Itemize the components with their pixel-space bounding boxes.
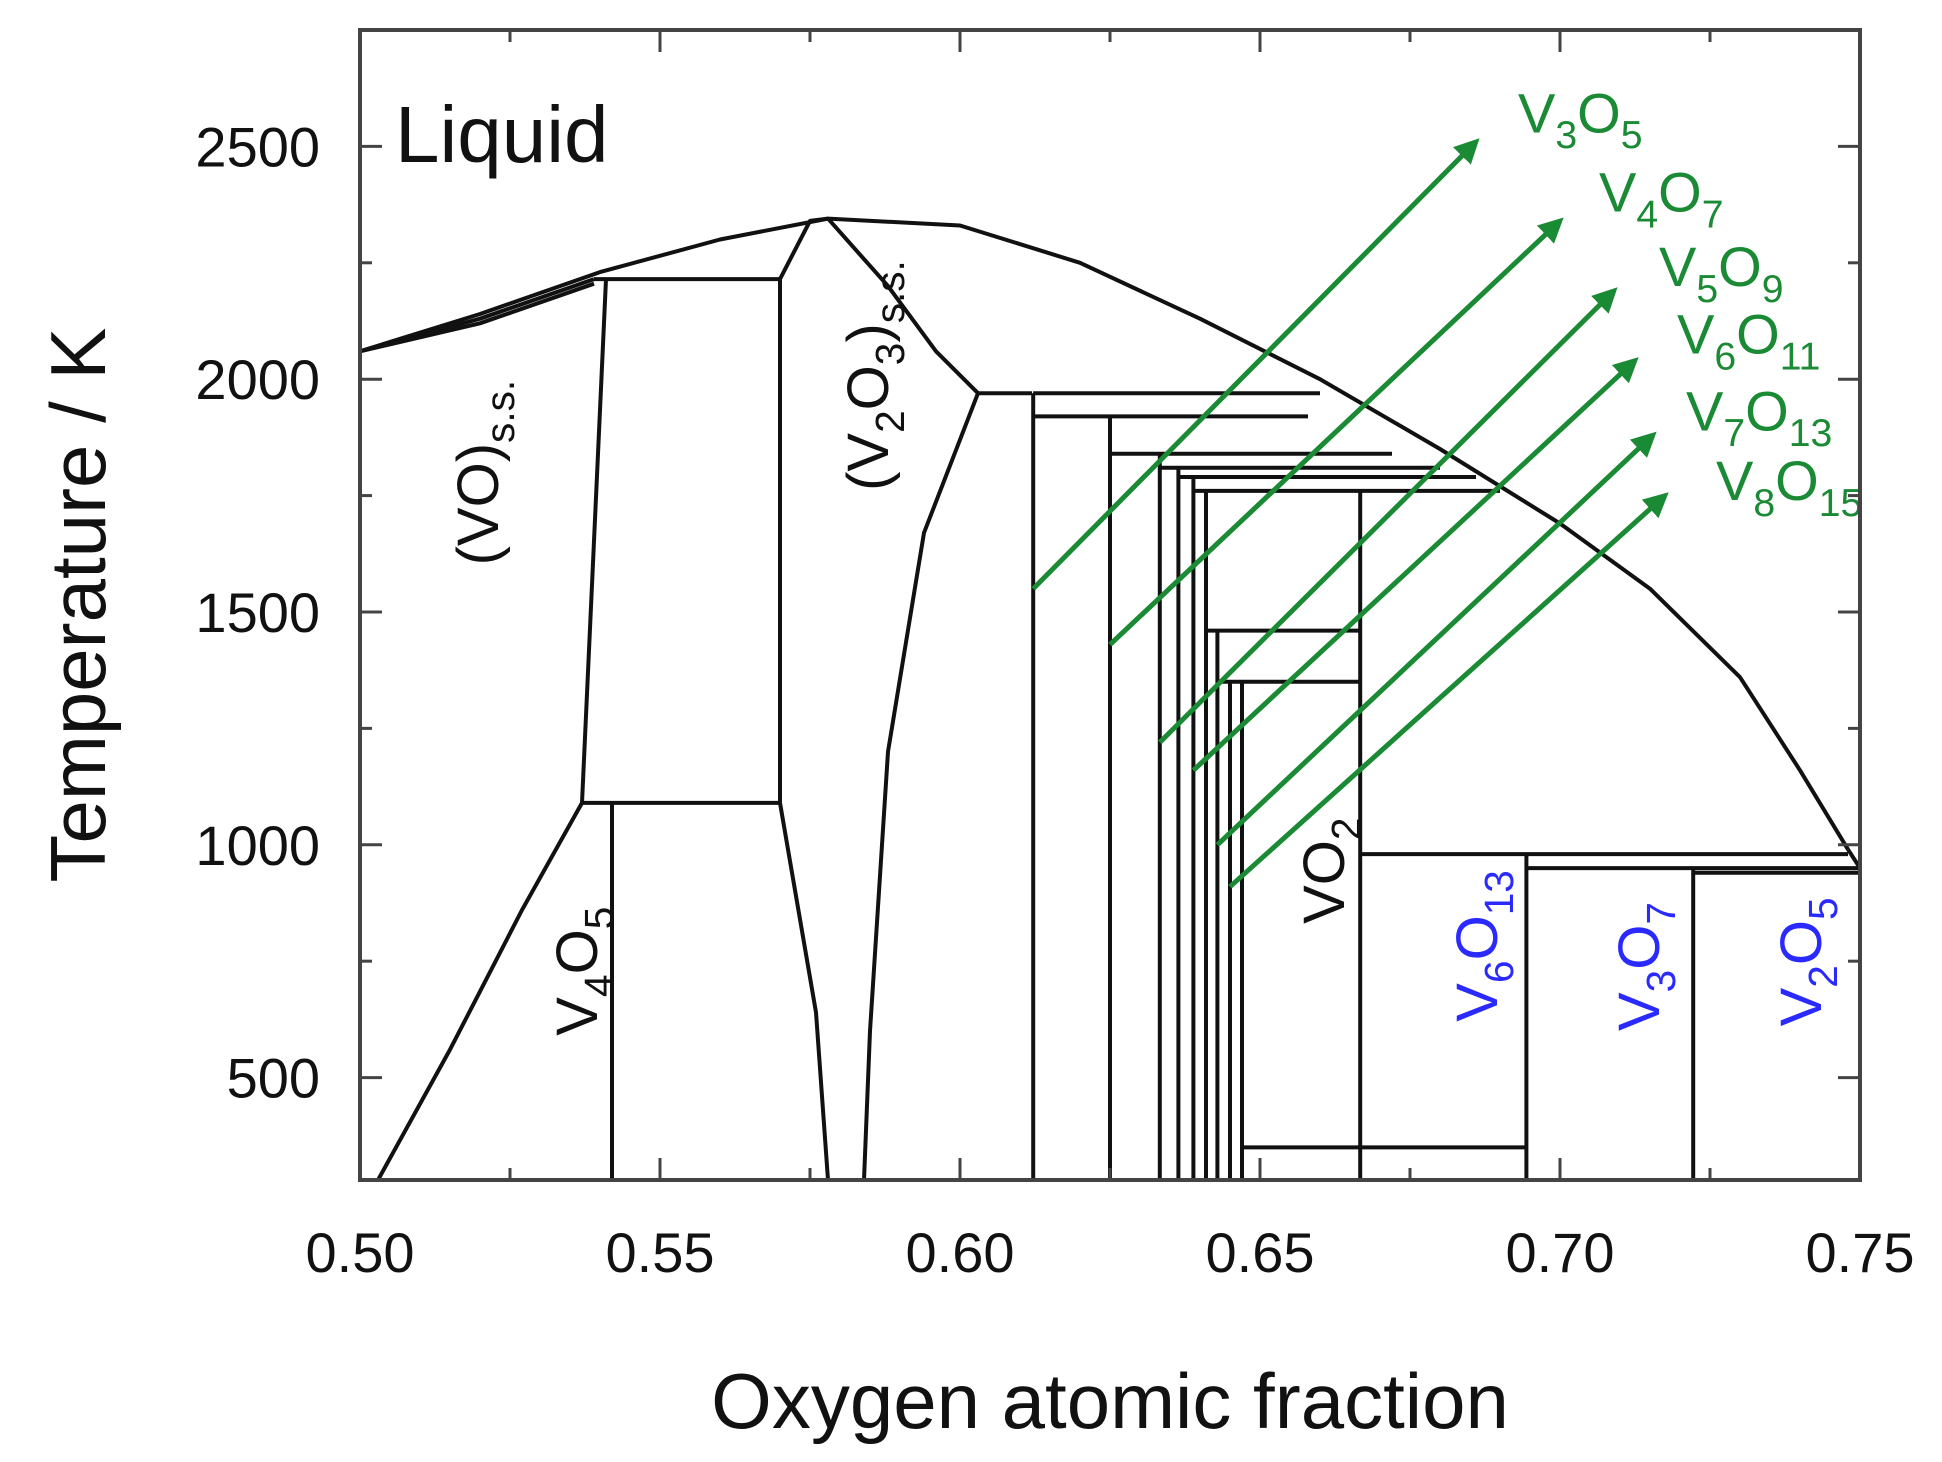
phase-boundary-4 xyxy=(580,279,608,803)
axis-tick-labels: 0.50 0.55 0.60 0.65 0.70 0.75 500 1000 1500 2000 2… xyxy=(195,115,1914,1284)
phase-label-v4o7: V4O7 xyxy=(1599,161,1724,237)
x-tick-label: 0.70 xyxy=(1506,1221,1615,1284)
y-tick-label: 500 xyxy=(227,1047,320,1110)
phase-label-v3o5: V3O5 xyxy=(1518,81,1643,157)
x-tick-label: 0.65 xyxy=(1206,1221,1315,1284)
phase-label-v3o7: V3O7 xyxy=(1607,902,1684,1031)
phase-label-v6o13: V6O13 xyxy=(1445,870,1522,1022)
axis-ticks xyxy=(358,30,1862,1180)
phase-label-v2o5: V2O5 xyxy=(1769,897,1846,1026)
plot-area: (VO)s.s. (V2O3)s.s. V4O5 VO2 V6O13 V3O7 V2O5 V3… xyxy=(359,81,1862,1181)
liquid-region-label: Liquid xyxy=(395,90,609,179)
phase-label-v6o11: V6O11 xyxy=(1677,303,1820,379)
y-axis-title: Temperature / K xyxy=(34,328,122,883)
phase-label-v5o9: V5O9 xyxy=(1659,235,1784,311)
phase-arrow-4 xyxy=(1215,431,1657,847)
phase-arrow-3 xyxy=(1191,357,1639,773)
phase-arrow-0 xyxy=(1031,138,1480,591)
phase-boundary-0 xyxy=(359,216,1850,851)
phase-arrow-5 xyxy=(1228,492,1669,889)
phase-boundary-8 xyxy=(826,217,1032,396)
x-tick-label: 0.55 xyxy=(606,1221,715,1284)
phase-boundary-11 xyxy=(778,802,830,1181)
phase-label-vo-ss: (VO)s.s. xyxy=(446,380,523,566)
phase-label-v7o13: V7O13 xyxy=(1686,379,1832,455)
phase-arrow-2 xyxy=(1158,287,1618,745)
x-axis-title: Oxygen atomic fraction xyxy=(711,1357,1509,1445)
phase-label-v4o5: V4O5 xyxy=(545,907,622,1036)
phase-label-vo2: VO2 xyxy=(1292,818,1369,924)
x-tick-label: 0.50 xyxy=(306,1221,415,1284)
phase-label-v8o15: V8O15 xyxy=(1716,449,1862,525)
phase-boundary-2 xyxy=(359,281,595,354)
y-tick-label: 2000 xyxy=(195,348,320,411)
x-tick-label: 0.60 xyxy=(906,1221,1015,1284)
phase-label-v2o3-ss: (V2O3)s.s. xyxy=(836,260,913,491)
y-tick-label: 1500 xyxy=(195,581,320,644)
phase-boundary-7 xyxy=(778,216,829,281)
x-tick-label: 0.75 xyxy=(1806,1221,1915,1284)
y-tick-label: 2500 xyxy=(195,115,320,178)
phase-boundary-12 xyxy=(862,392,980,1181)
phase-boundary-9 xyxy=(376,801,584,1181)
phase-arrow-1 xyxy=(1108,217,1564,647)
y-tick-label: 1000 xyxy=(195,814,320,877)
